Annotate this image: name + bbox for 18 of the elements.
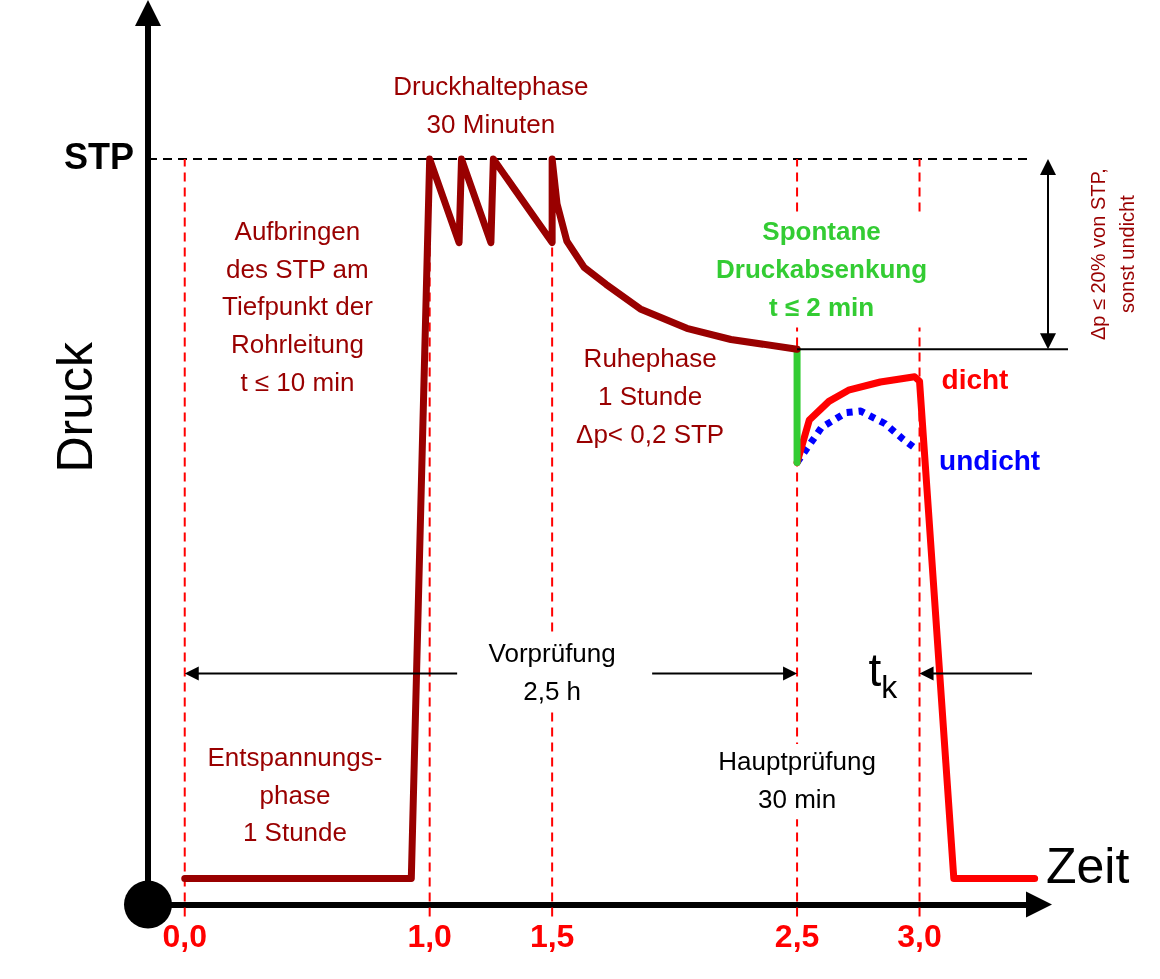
annotation: Spontane Druckabsenkung t ≤ 2 min [716, 216, 928, 322]
x-tick-label: 3,0 [897, 917, 942, 954]
x-axis-title: Zeit [1046, 838, 1130, 895]
text: Druckhaltephase 30 Minuten [393, 71, 589, 139]
annotation: Vorprüfung 2,5 h [488, 637, 616, 706]
annotation: Ruhephase 1 Stunde Δp< 0,2 STP [576, 343, 725, 449]
x-tick-label: 2,5 [774, 917, 820, 954]
y-axis-title: Druck [46, 341, 103, 473]
series-label: dicht [941, 363, 1009, 395]
x-tick-label: 1,0 [407, 917, 452, 954]
text: Δp ≤ 20% von STP, sonst undicht [1087, 168, 1139, 341]
ref-line-label: STP [63, 136, 134, 178]
annotation: Hauptprüfung 30 min [718, 745, 876, 814]
series-label: undicht [939, 444, 1041, 476]
x-tick-label: 1,5 [529, 917, 575, 954]
x-tick-label: 0,0 [162, 917, 207, 954]
annotation: Entspannungs- phase 1 Stunde [207, 741, 383, 848]
annotation: Aufbringen des STP am Tiefpunkt der Rohrleitung t ≤ 10 min [222, 215, 374, 397]
